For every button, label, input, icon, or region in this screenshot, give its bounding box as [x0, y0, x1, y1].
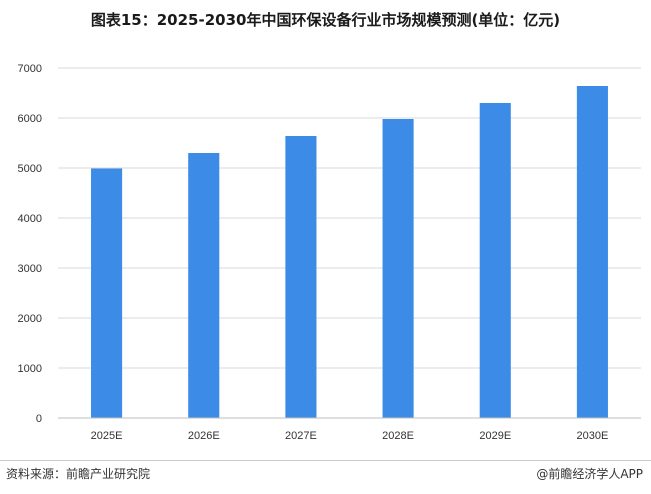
brand-credit: @前瞻经济学人APP: [536, 467, 643, 481]
bar-2030E: [576, 86, 608, 418]
source-note: 资料来源：前瞻产业研究院: [6, 467, 151, 481]
chart-title: 图表15：2025-2030年中国环保设备行业市场规模预测(单位：亿元): [90, 11, 561, 29]
y-tick-label: 1000: [18, 363, 42, 375]
gridlines: [58, 67, 641, 369]
y-tick-label: 4000: [18, 213, 42, 225]
bar-2027E: [285, 136, 317, 418]
x-tick-label: 2030E: [577, 430, 609, 442]
y-tick-label: 3000: [18, 263, 42, 275]
bar-2029E: [479, 103, 511, 418]
y-tick-label: 2000: [18, 313, 42, 325]
bars: [91, 86, 608, 418]
y-tick-label: 0: [36, 413, 42, 425]
x-tick-label: 2027E: [285, 430, 317, 442]
y-tick-label: 6000: [18, 113, 42, 125]
y-axis-tick-labels: 0 1000 2000 3000 4000 5000 6000 7000: [18, 63, 42, 425]
bar-2025E: [91, 168, 123, 418]
x-tick-label: 2029E: [479, 430, 511, 442]
x-tick-label: 2025E: [91, 430, 123, 442]
y-tick-label: 7000: [18, 63, 42, 75]
x-tick-label: 2026E: [188, 430, 220, 442]
bar-2026E: [188, 153, 220, 418]
x-axis-tick-labels: 2025E 2026E 2027E 2028E 2029E 2030E: [91, 430, 609, 442]
y-tick-label: 5000: [18, 163, 42, 175]
bar-2028E: [382, 119, 414, 418]
footer-divider: [0, 460, 651, 461]
x-tick-label: 2028E: [382, 430, 414, 442]
